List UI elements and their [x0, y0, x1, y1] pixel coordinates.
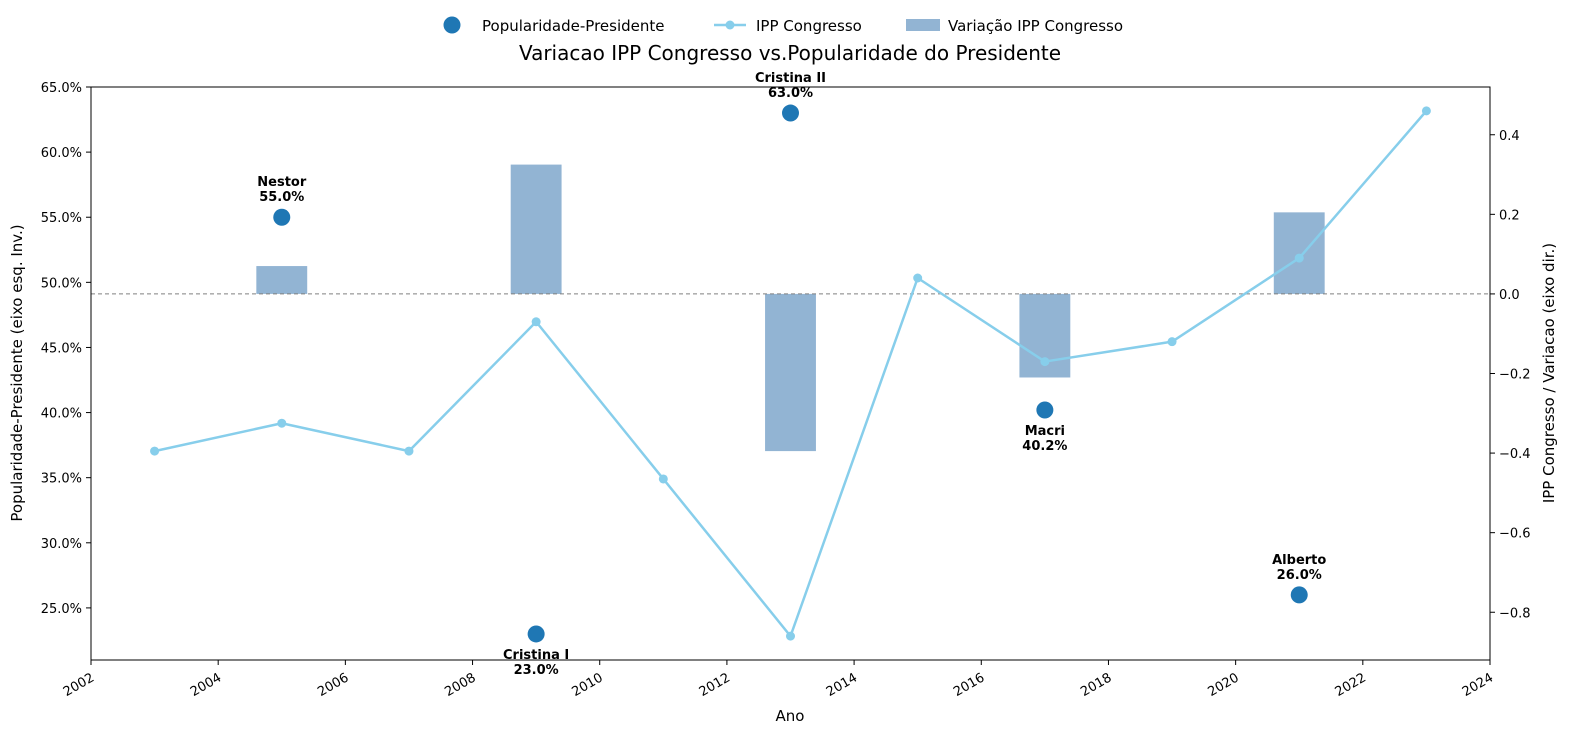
point-name-label: Cristina II	[755, 71, 826, 86]
x-tick-label: 2014	[824, 670, 860, 700]
ipp-point	[658, 474, 668, 484]
legend-bar-marker	[906, 19, 940, 31]
legend-entry-label: Variação IPP Congresso	[948, 17, 1123, 35]
y-left-tick-label: 25.0%	[41, 602, 82, 617]
ipp-point	[277, 418, 287, 428]
y-left-tick-label: 40.0%	[41, 407, 82, 422]
point-name-label: Cristina I	[503, 648, 569, 663]
x-tick-label: 2022	[1333, 670, 1369, 700]
popularity-point	[273, 208, 291, 226]
x-tick-label: 2002	[61, 670, 97, 700]
ipp-point	[786, 631, 795, 641]
y-left-tick-label: 35.0%	[41, 472, 82, 487]
legend: Popularidade-Presidente IPP Congresso Vari…	[443, 16, 1123, 35]
popularity-point	[1036, 401, 1054, 419]
x-tick-label: 2020	[1205, 670, 1241, 700]
legend-entry-label: IPP Congresso	[756, 17, 862, 35]
y-axis-left-label: Popularidade-Presidente (eixo esq. Inv.)	[8, 224, 26, 521]
x-axis-label: Ano	[776, 707, 805, 725]
point-name-label: Alberto	[1272, 553, 1326, 568]
legend-scatter-marker	[443, 16, 461, 34]
variation-bar	[1273, 212, 1325, 294]
ipp-point	[1421, 106, 1431, 116]
point-value-label: 40.2%	[1022, 439, 1067, 454]
variation-bar	[256, 266, 308, 294]
point-value-label: 26.0%	[1277, 568, 1322, 583]
x-tick-label: 2018	[1078, 670, 1114, 700]
x-tick-label: 2016	[951, 670, 987, 700]
x-tick-label: 2004	[188, 670, 224, 700]
ipp-point	[913, 273, 923, 283]
y-right-tick-label: −0.4	[1499, 447, 1531, 462]
x-axis: 2002 2004 2006 2008 2010 2012 2014 2016 2018 2020…	[61, 660, 1496, 700]
bar-series	[256, 164, 1325, 452]
ipp-point	[1040, 357, 1050, 367]
x-tick-label: 2006	[315, 670, 351, 700]
variation-bar	[765, 293, 816, 452]
y-right-tick-label: −0.2	[1499, 368, 1531, 383]
point-value-label: 55.0%	[259, 190, 304, 205]
legend-entry-label: Popularidade-Presidente	[482, 17, 664, 35]
y-left-tick-label: 45.0%	[41, 341, 82, 356]
y-axis-left: 25.0% 30.0% 35.0% 40.0% 45.0% 50.0% 55.0% 60.0%…	[41, 81, 91, 617]
x-tick-label: 2012	[697, 670, 733, 700]
point-value-label: 63.0%	[768, 86, 813, 101]
point-name-label: Nestor	[257, 175, 307, 190]
y-right-tick-label: 0.4	[1499, 129, 1520, 144]
y-right-tick-label: 0.0	[1499, 288, 1520, 303]
popularity-scatter	[273, 104, 1308, 643]
y-right-tick-label: −0.6	[1499, 527, 1531, 542]
ipp-point	[1294, 253, 1304, 263]
popularity-point	[527, 625, 545, 643]
ipp-point	[1167, 337, 1177, 347]
ipp-point	[531, 317, 541, 327]
y-left-tick-label: 50.0%	[41, 276, 82, 291]
ipp-point	[150, 446, 160, 456]
x-tick-label: 2010	[570, 670, 606, 700]
x-tick-label: 2008	[442, 670, 478, 700]
x-tick-label: 2024	[1460, 670, 1496, 700]
point-name-label: Macri	[1025, 424, 1065, 439]
y-left-tick-label: 65.0%	[41, 81, 82, 96]
ipp-line-series	[150, 106, 1431, 641]
variation-bar	[510, 164, 562, 294]
point-value-label: 23.0%	[514, 663, 559, 678]
legend-line-point	[725, 20, 735, 30]
chart-title: Variacao IPP Congresso vs.Popularidade d…	[519, 41, 1061, 65]
popularity-point	[782, 104, 799, 122]
y-axis-right: −0.8 −0.6 −0.4 −0.2 0.0 0.2 0.4	[1490, 129, 1531, 621]
popularity-point	[1290, 586, 1308, 604]
y-right-tick-label: 0.2	[1499, 208, 1520, 223]
y-right-tick-label: −0.8	[1499, 606, 1531, 621]
y-left-tick-label: 30.0%	[41, 537, 82, 552]
y-left-tick-label: 60.0%	[41, 146, 82, 161]
ipp-point	[404, 446, 414, 456]
y-axis-right-label: IPP Congresso / Variacao (eixo dir.)	[1540, 243, 1558, 503]
y-left-tick-label: 55.0%	[41, 211, 82, 226]
